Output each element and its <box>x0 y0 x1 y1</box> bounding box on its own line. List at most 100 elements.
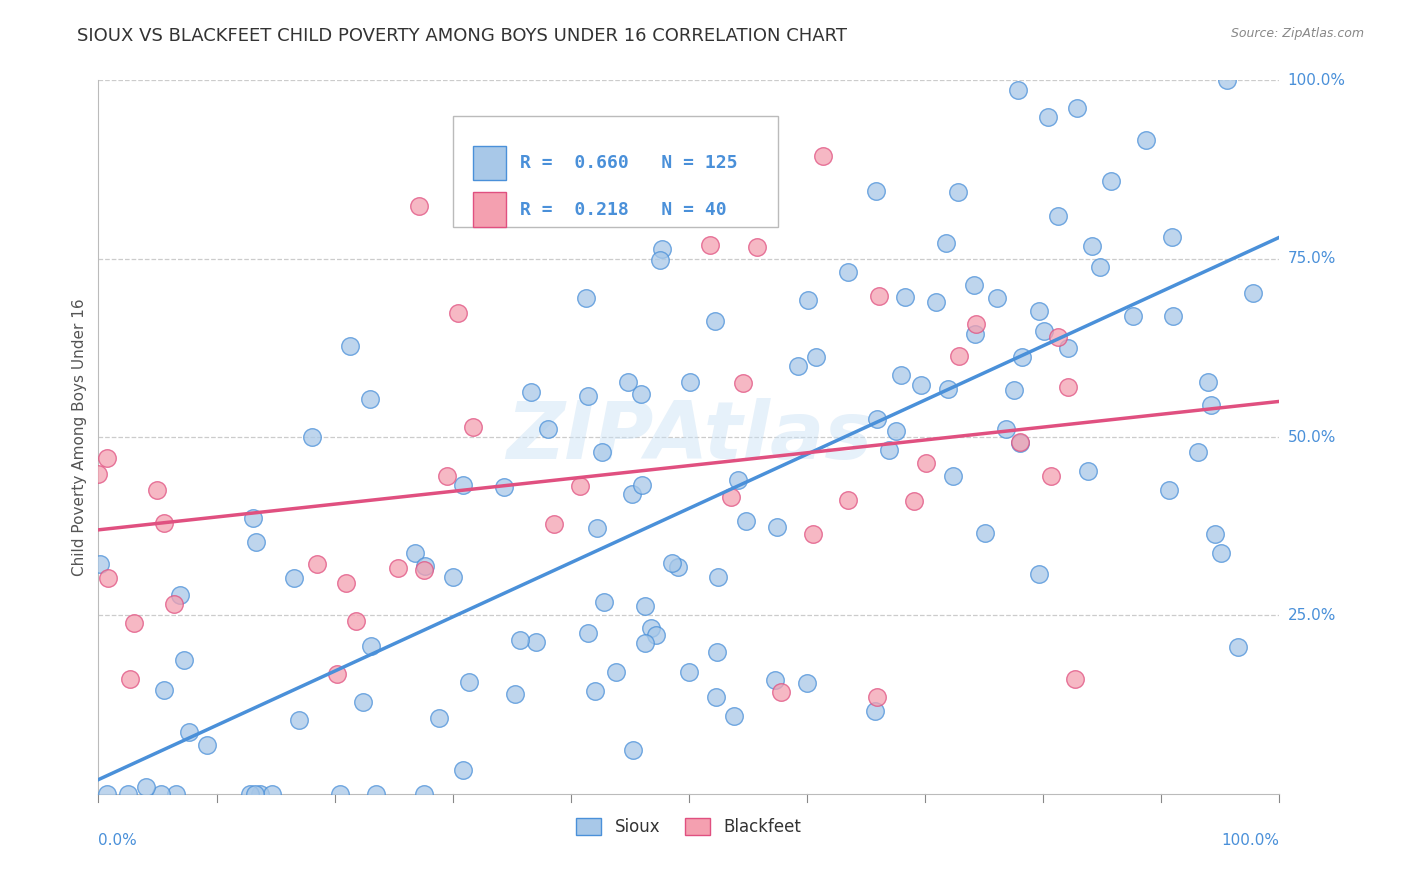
Point <box>537 422 560 436</box>
Point <box>575 291 598 305</box>
Point <box>578 625 600 640</box>
Point <box>890 368 912 382</box>
Bar <box>472 193 506 227</box>
Point <box>96 451 118 466</box>
Point <box>163 598 186 612</box>
Text: 0.0%: 0.0% <box>98 833 138 847</box>
Point <box>283 571 305 585</box>
Point <box>863 704 886 718</box>
Point <box>865 184 887 198</box>
Point <box>543 516 565 531</box>
Point <box>837 265 859 279</box>
Point <box>1032 324 1054 338</box>
Point <box>1090 260 1112 275</box>
Point <box>1057 341 1080 355</box>
Point <box>1216 73 1239 87</box>
Point <box>747 240 769 254</box>
Point <box>769 684 792 698</box>
Point <box>583 683 606 698</box>
Point <box>634 636 657 650</box>
Point <box>451 478 474 492</box>
Point <box>569 479 592 493</box>
Point <box>731 376 754 391</box>
Point <box>678 665 700 679</box>
Point <box>527 118 550 132</box>
Point <box>242 511 264 525</box>
Point <box>243 787 266 801</box>
Point <box>704 690 727 705</box>
Point <box>1007 82 1029 96</box>
Point <box>451 764 474 778</box>
Point <box>634 599 657 614</box>
Point <box>1002 384 1025 398</box>
Point <box>796 676 818 690</box>
Legend: Sioux, Blackfeet: Sioux, Blackfeet <box>569 811 808 843</box>
Point <box>699 238 721 252</box>
Point <box>153 683 176 698</box>
Point <box>894 290 917 304</box>
Point <box>1122 309 1144 323</box>
Point <box>413 558 436 573</box>
Point <box>245 534 267 549</box>
Point <box>287 713 309 727</box>
Point <box>471 211 494 225</box>
Point <box>458 675 481 690</box>
Point <box>1028 567 1050 582</box>
Point <box>408 199 430 213</box>
Point <box>344 614 367 628</box>
Point <box>262 787 284 801</box>
Point <box>645 628 668 642</box>
Point <box>387 561 409 575</box>
Point <box>973 525 995 540</box>
Point <box>173 653 195 667</box>
Point <box>706 570 728 584</box>
Point <box>934 236 956 251</box>
Point <box>307 557 329 571</box>
Point <box>1057 380 1080 394</box>
Point <box>925 294 948 309</box>
Text: 75.0%: 75.0% <box>1288 252 1336 266</box>
Point <box>146 483 169 497</box>
Point <box>335 575 357 590</box>
Point <box>651 242 673 256</box>
Point <box>915 456 938 470</box>
Point <box>436 469 458 483</box>
Point <box>963 277 986 292</box>
Point <box>150 787 173 801</box>
Point <box>461 420 484 434</box>
Point <box>249 787 271 801</box>
Point <box>965 317 987 331</box>
FancyBboxPatch shape <box>453 116 778 227</box>
Text: R =  0.218   N = 40: R = 0.218 N = 40 <box>520 201 727 219</box>
Point <box>1028 303 1050 318</box>
Point <box>413 562 436 576</box>
Y-axis label: Child Poverty Among Boys Under 16: Child Poverty Among Boys Under 16 <box>72 298 87 576</box>
Text: R =  0.660   N = 125: R = 0.660 N = 125 <box>520 154 738 172</box>
Point <box>117 787 139 801</box>
Point <box>1046 330 1069 344</box>
Point <box>169 588 191 602</box>
Point <box>122 615 145 630</box>
Point <box>661 556 683 570</box>
Point <box>524 634 547 648</box>
Point <box>1187 445 1209 459</box>
Point <box>787 359 810 373</box>
Point <box>666 560 689 574</box>
Point <box>329 787 352 801</box>
Point <box>519 385 541 400</box>
Text: Source: ZipAtlas.com: Source: ZipAtlas.com <box>1230 27 1364 40</box>
Point <box>605 665 627 679</box>
Point <box>586 521 609 535</box>
Point <box>616 375 638 389</box>
Point <box>1066 101 1088 115</box>
Point <box>942 468 965 483</box>
Point <box>837 493 859 508</box>
Point <box>1157 483 1180 497</box>
Text: ZIPAtlas: ZIPAtlas <box>506 398 872 476</box>
Point <box>1047 210 1070 224</box>
Point <box>806 350 828 364</box>
Point <box>96 787 118 801</box>
Point <box>177 725 200 739</box>
Point <box>723 708 745 723</box>
Point <box>877 442 900 457</box>
